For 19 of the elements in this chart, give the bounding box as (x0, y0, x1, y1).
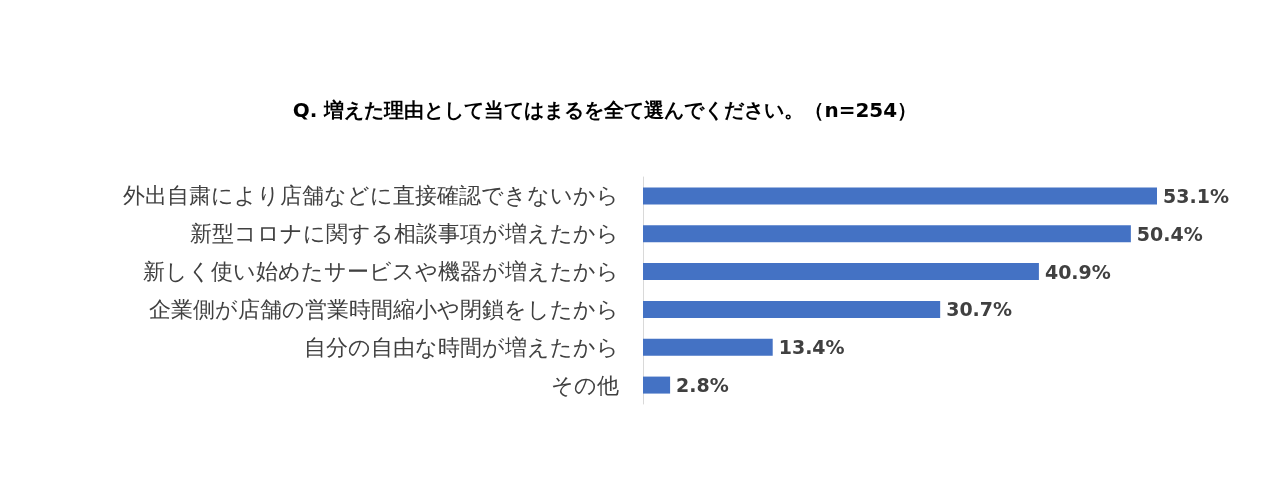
y-tick-label: 新しく使い始めたサービスや機器が増えたから (143, 259, 619, 285)
y-tick-label: 外出自粛により店舗などに直接確認できないから (123, 183, 619, 209)
y-tick-label: 自分の自由な時間が増えたから (304, 334, 619, 360)
y-tick-label: その他 (551, 372, 619, 398)
data-label: 40.9% (1044, 260, 1111, 283)
data-label: 2.8% (676, 374, 729, 397)
bar (643, 338, 773, 356)
bar (643, 187, 1157, 205)
data-label: 30.7% (946, 298, 1013, 321)
bar (643, 225, 1131, 243)
data-label: 53.1% (1163, 184, 1229, 207)
chart-title: Q. 増えた理由として当てはまるを全て選んでください。（n=254） (292, 98, 918, 122)
y-tick-label: 企業側が店舗の営業時間縮小や閉鎖をしたから (149, 296, 619, 322)
bar (643, 376, 671, 394)
y-tick-label: 新型コロナに関する相談事項が増えたから (190, 221, 619, 247)
data-label: 50.4% (1136, 222, 1203, 245)
data-label: 13.4% (778, 336, 845, 359)
bar (643, 263, 1039, 281)
bar (643, 300, 941, 318)
